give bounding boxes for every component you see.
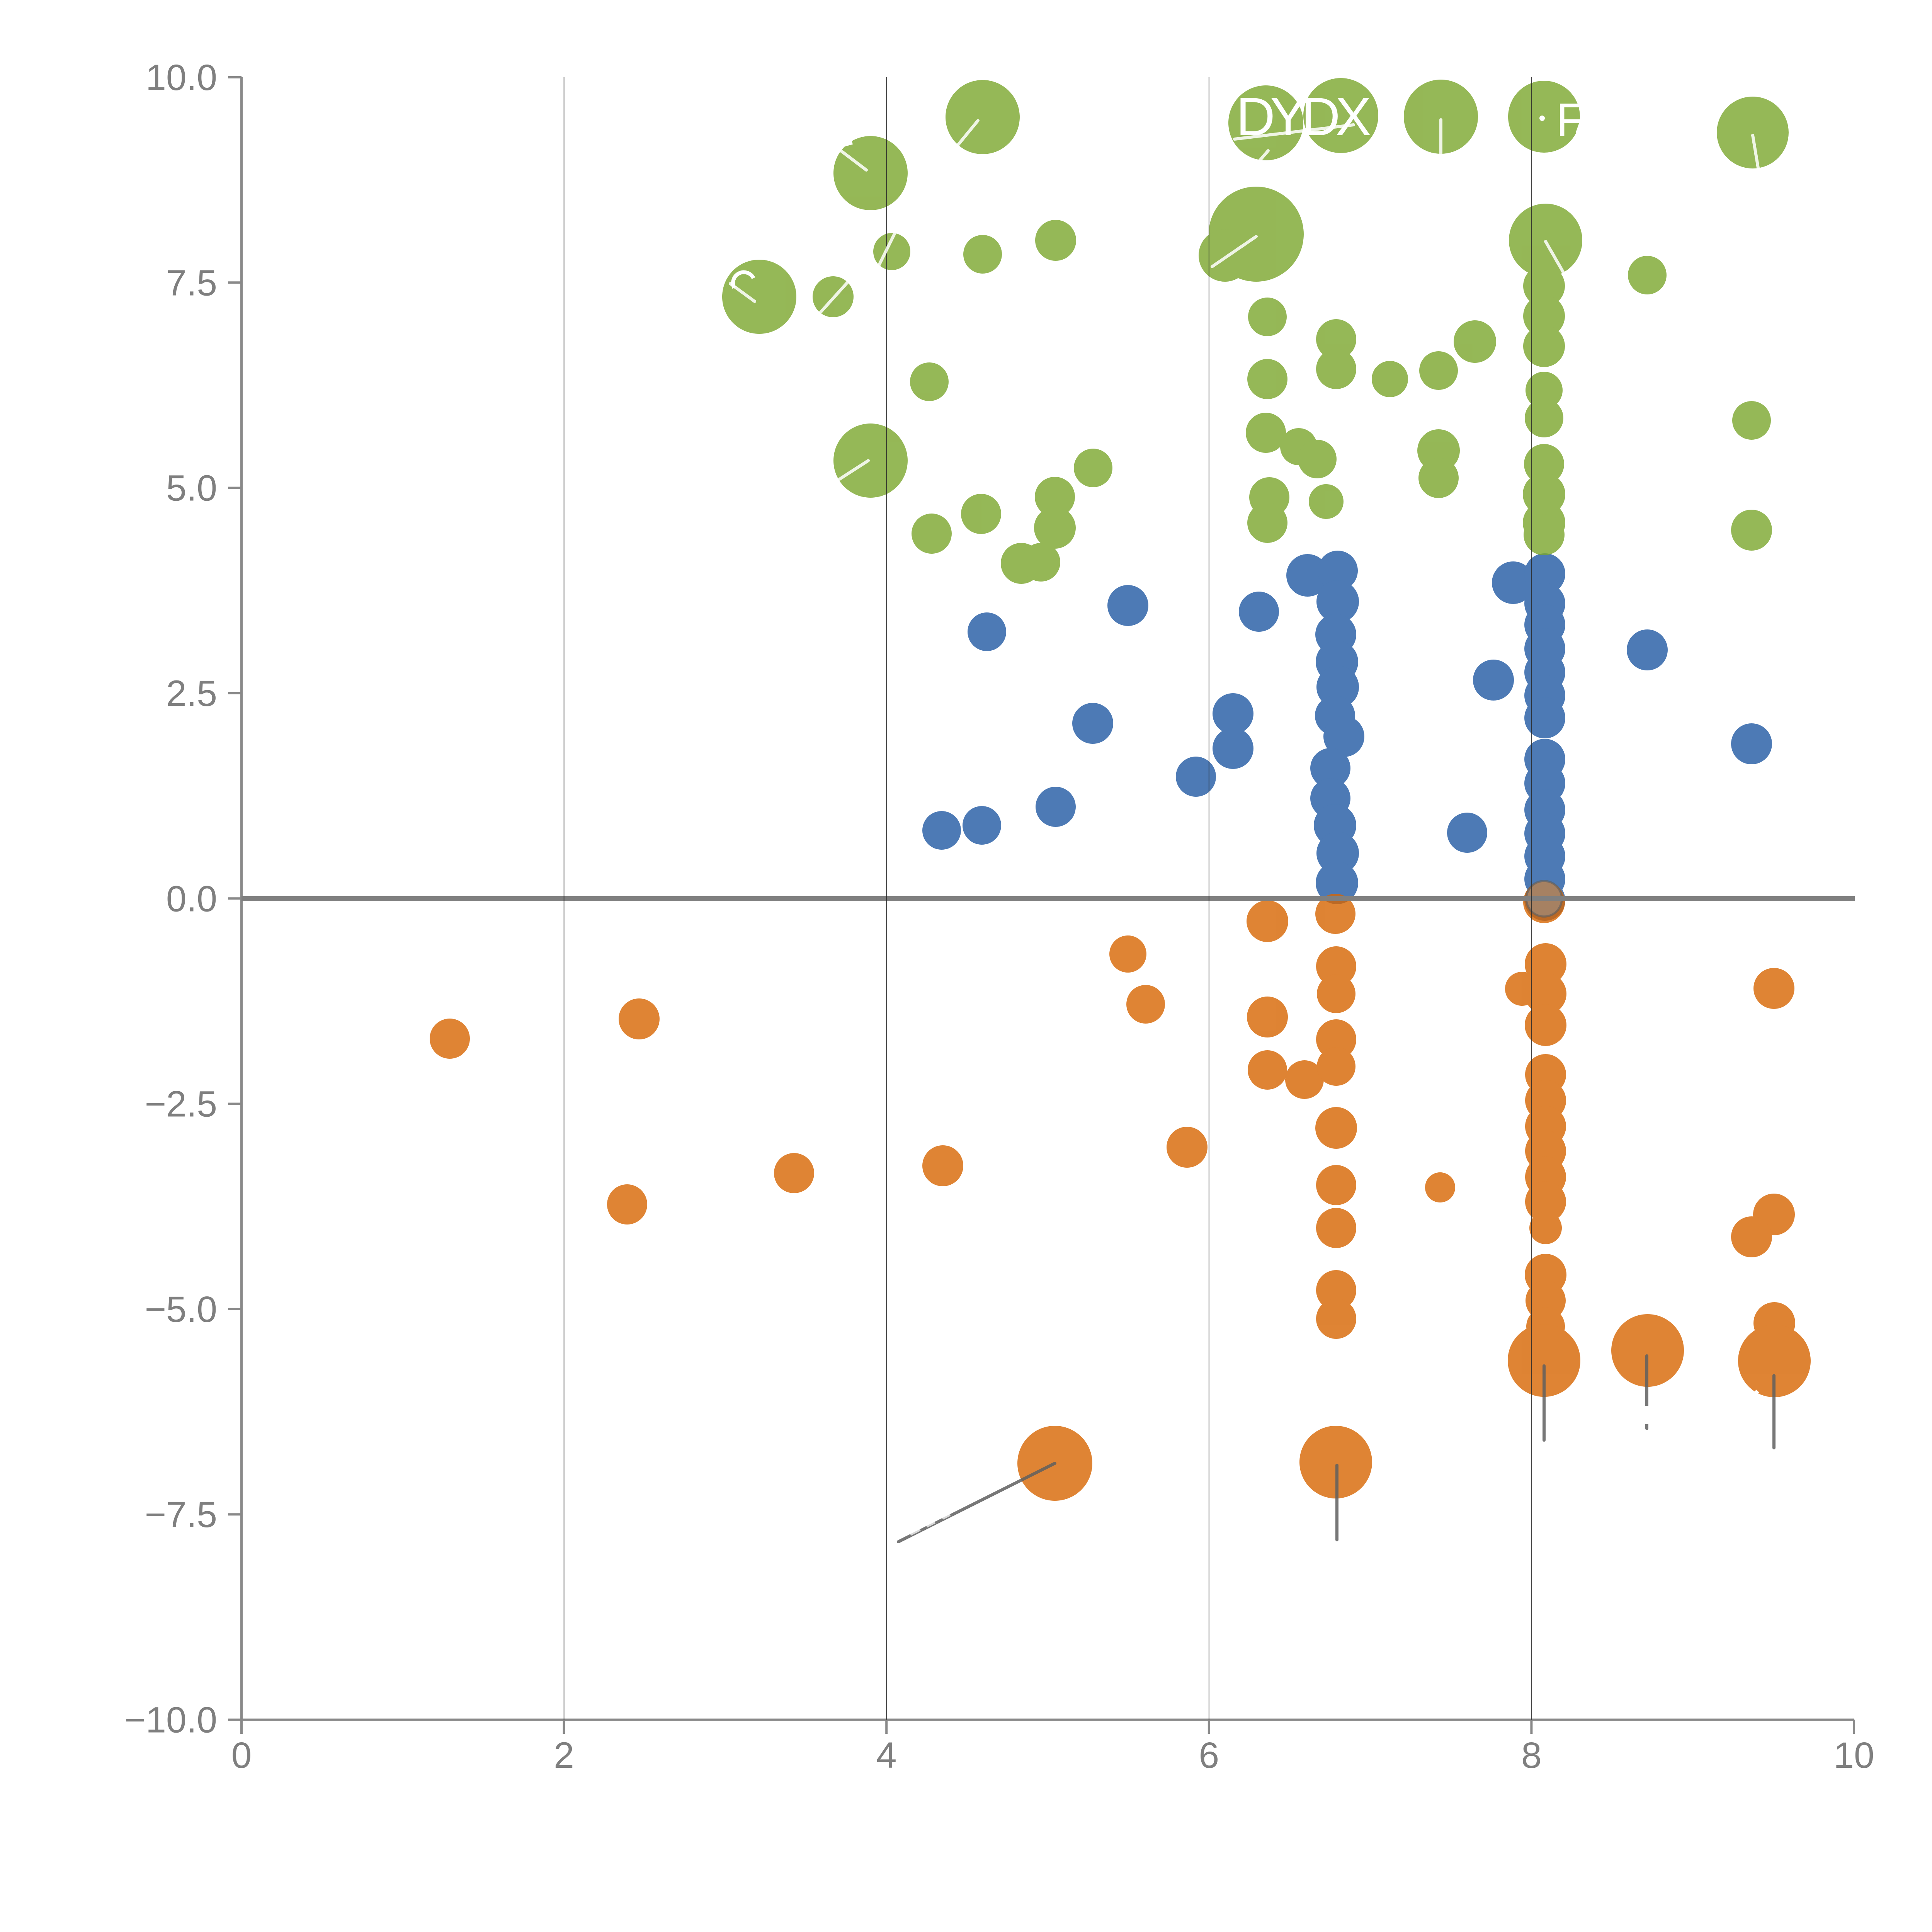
svg-text:−5.0: −5.0 <box>145 1289 217 1330</box>
svg-text:10.0: 10.0 <box>146 57 217 98</box>
svg-text:8: 8 <box>1521 1735 1542 1776</box>
svg-text:2.5: 2.5 <box>166 673 217 714</box>
svg-text:10: 10 <box>1833 1735 1874 1776</box>
svg-text:−10.0: −10.0 <box>124 1700 217 1741</box>
svg-text:7.5: 7.5 <box>166 262 217 303</box>
svg-text:6: 6 <box>1199 1735 1219 1776</box>
svg-text:4: 4 <box>876 1735 897 1776</box>
svg-text:F: F <box>1556 94 1585 146</box>
svg-text:5.0: 5.0 <box>166 468 217 509</box>
svg-text:−7.5: −7.5 <box>145 1494 217 1535</box>
svg-text:DYDX: DYDX <box>1236 86 1371 147</box>
svg-text:0.0: 0.0 <box>166 878 217 919</box>
svg-text:0: 0 <box>231 1735 252 1776</box>
svg-text:−2.5: −2.5 <box>145 1084 217 1125</box>
svg-text:2: 2 <box>554 1735 574 1776</box>
